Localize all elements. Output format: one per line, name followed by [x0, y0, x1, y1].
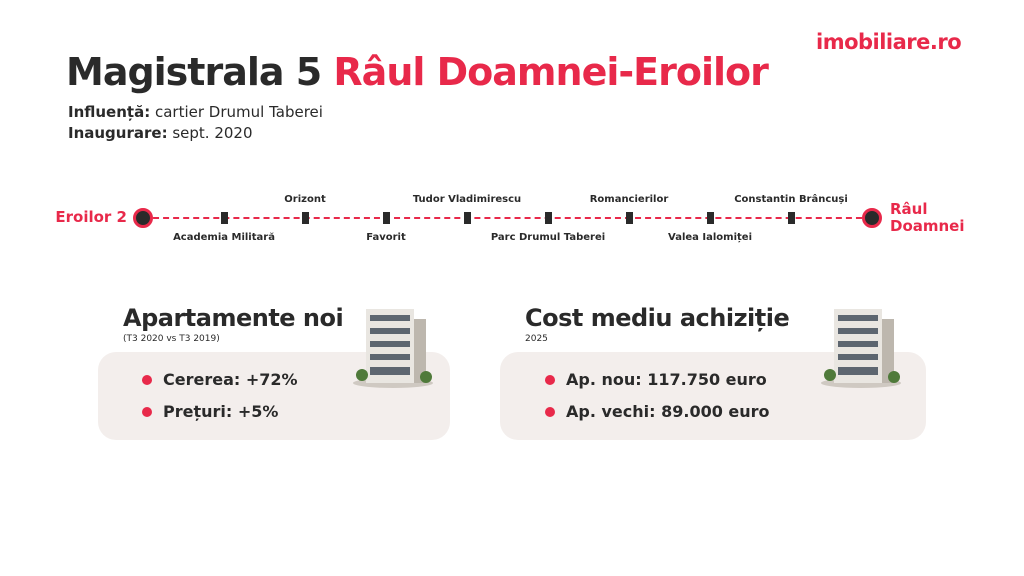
- metro-line: [143, 217, 872, 219]
- info-label: Inaugurare:: [68, 124, 168, 142]
- station-marker: [382, 212, 390, 224]
- bullet: [545, 375, 555, 385]
- info-row: Inaugurare: sept. 2020: [68, 124, 253, 142]
- building-illustration: [353, 309, 433, 388]
- station-marker: [625, 212, 633, 224]
- station-label: Constantin Brâncuși: [734, 194, 848, 205]
- station-label: Valea Ialomiței: [668, 232, 752, 243]
- card-title: Cost mediu achiziție: [525, 304, 790, 332]
- logo: imobiliare.ro: [816, 30, 962, 54]
- card-item: Prețuri: +5%: [163, 402, 279, 421]
- card-title: Apartamente noi: [123, 304, 344, 332]
- info-label: Influență:: [68, 103, 151, 121]
- station-marker: [787, 212, 795, 224]
- station-marker: [463, 212, 471, 224]
- card-item: Ap. vechi: 89.000 euro: [566, 402, 770, 421]
- station-label: Orizont: [284, 194, 326, 205]
- station-label: Academia Militară: [173, 232, 275, 243]
- station-marker: [706, 212, 714, 224]
- info-row: Influență: cartier Drumul Taberei: [68, 103, 323, 121]
- station-marker: [544, 212, 552, 224]
- terminus-label: Râul Doamnei: [890, 200, 965, 235]
- card-subtitle: (T3 2020 vs T3 2019): [123, 334, 220, 344]
- terminus-marker: [133, 208, 153, 228]
- station-marker: [220, 212, 228, 224]
- title: Magistrala 5 Râul Doamnei-Eroilor: [66, 50, 769, 94]
- bullet: [142, 375, 152, 385]
- building-illustration: [821, 309, 901, 388]
- station-label: Parc Drumul Taberei: [490, 232, 606, 243]
- card-item: Cererea: +72%: [163, 370, 298, 389]
- terminus-label: Eroilor 2: [55, 208, 127, 226]
- station-marker: [301, 212, 309, 224]
- station-label: Favorit: [366, 232, 406, 243]
- card-subtitle: 2025: [525, 334, 548, 344]
- bullet: [545, 407, 555, 417]
- card-item: Ap. nou: 117.750 euro: [566, 370, 767, 389]
- station-label: Romancierilor: [589, 194, 669, 205]
- bullet: [142, 407, 152, 417]
- info-text: cartier Drumul Taberei: [154, 103, 323, 121]
- title-route: Râul Doamnei-Eroilor: [333, 50, 768, 94]
- station-label: Tudor Vladimirescu: [412, 194, 522, 205]
- info-text: sept. 2020: [172, 124, 253, 142]
- terminus-marker: [862, 208, 882, 228]
- title-line: Magistrala 5: [66, 50, 322, 94]
